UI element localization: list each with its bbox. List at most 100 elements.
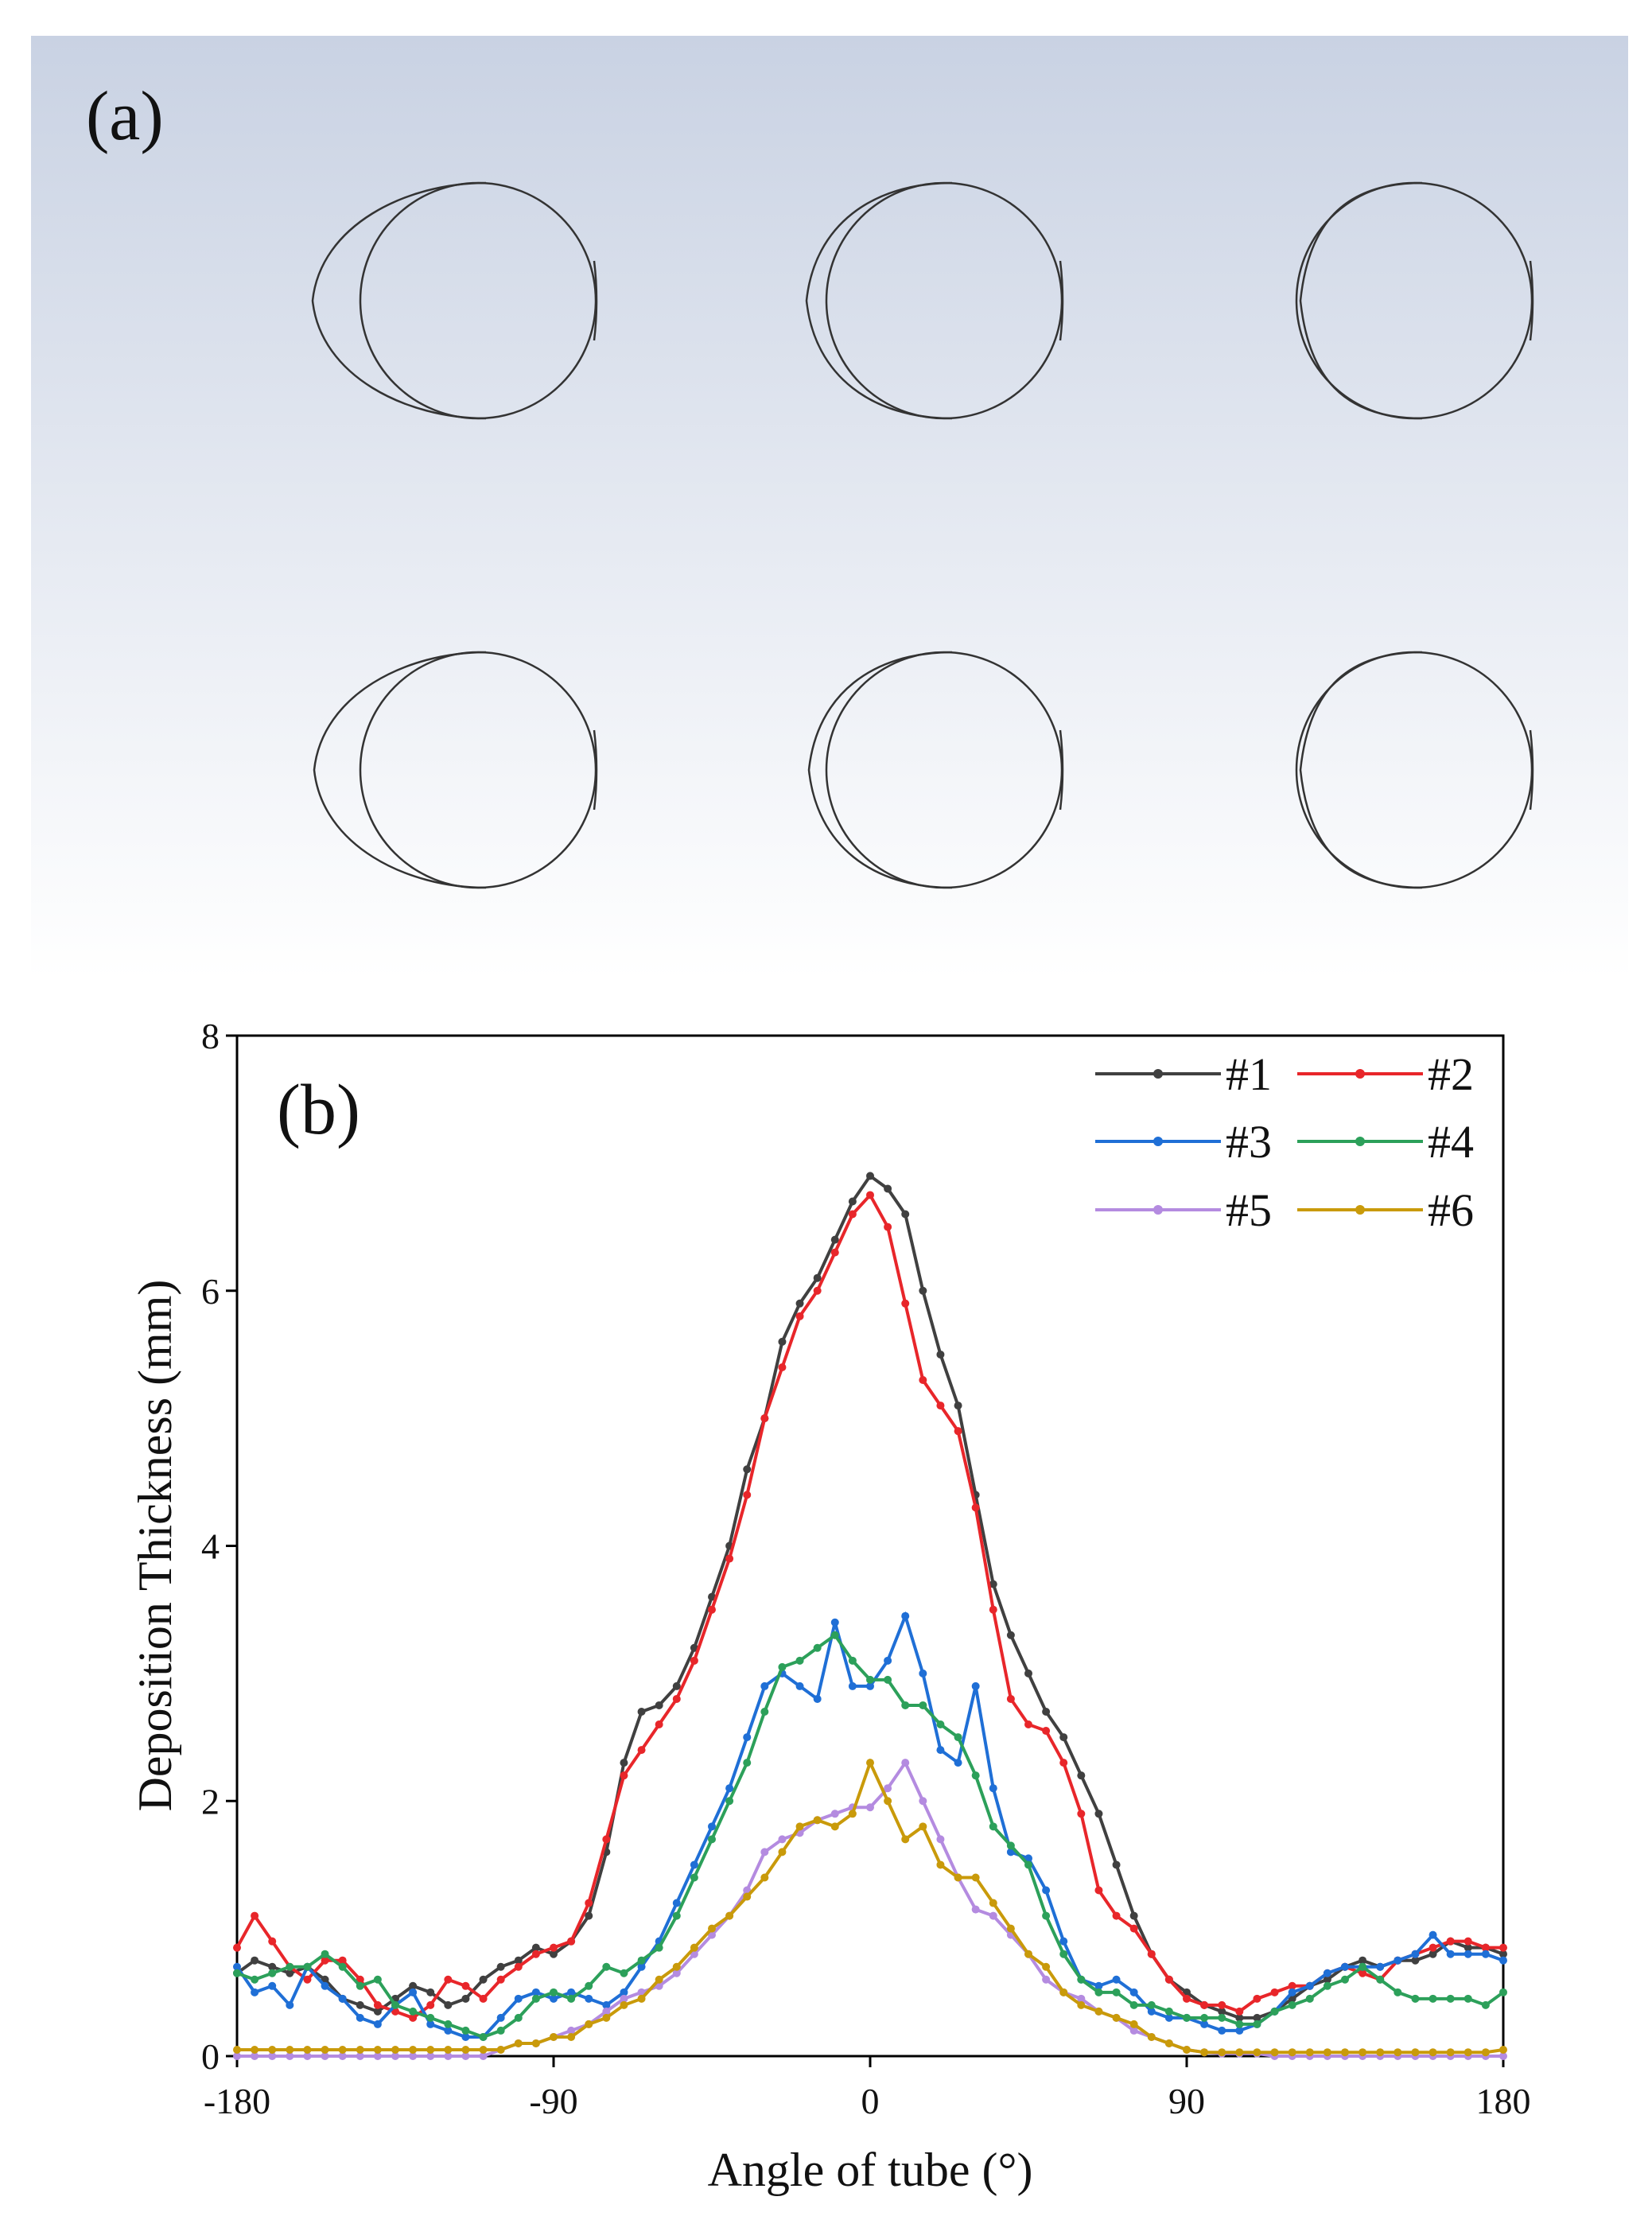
panel-a-background — [31, 36, 1628, 978]
data-point — [251, 1975, 259, 1984]
x-tick-label: -90 — [529, 2081, 577, 2121]
data-point — [1253, 2013, 1261, 2022]
data-point — [1024, 1720, 1032, 1729]
data-point — [936, 1860, 945, 1869]
data-point — [1235, 2048, 1244, 2057]
data-point — [356, 2013, 364, 2022]
x-tick-label: -180 — [204, 2081, 270, 2121]
data-point — [1253, 2048, 1261, 2057]
data-point — [602, 2013, 611, 2022]
data-point — [848, 1810, 857, 1818]
data-point — [1094, 1988, 1103, 1996]
data-point — [303, 2045, 312, 2054]
data-point — [1164, 2039, 1173, 2047]
data-point — [479, 1994, 488, 2003]
data-point — [778, 1835, 787, 1844]
data-point — [830, 1235, 839, 1244]
data-point — [567, 1937, 576, 1946]
data-point — [866, 1803, 874, 1812]
data-point — [1305, 2048, 1314, 2057]
data-point — [884, 1656, 892, 1665]
data-point — [655, 1943, 663, 1952]
data-point — [1428, 1943, 1437, 1952]
data-point — [725, 1911, 734, 1920]
data-point — [936, 1746, 945, 1755]
data-point — [251, 1988, 259, 1996]
data-point — [1499, 1956, 1507, 1965]
data-point — [1499, 1950, 1507, 1958]
data-point — [233, 2052, 241, 2060]
data-point — [919, 1797, 927, 1806]
y-axis-label: Deposition Thickness (mm) — [129, 1280, 181, 1812]
data-point — [1059, 1733, 1068, 1742]
data-point — [672, 1911, 681, 1920]
data-point — [426, 1988, 435, 1996]
data-point — [1288, 2000, 1296, 2009]
data-point — [1446, 1937, 1455, 1946]
data-point — [1323, 2048, 1331, 2057]
data-point — [971, 1905, 980, 1914]
data-point — [620, 1969, 628, 1977]
data-point — [550, 1988, 558, 1996]
data-point — [1253, 2020, 1261, 2028]
data-point — [338, 1994, 347, 2003]
data-point — [866, 1675, 874, 1684]
data-point — [426, 2020, 435, 2028]
data-point — [286, 2052, 294, 2060]
data-point — [637, 1956, 646, 1965]
data-point — [321, 2045, 329, 2054]
legend-label: #1 — [1226, 1048, 1272, 1100]
data-point — [620, 2000, 628, 2009]
data-point — [1218, 2048, 1226, 2057]
data-point — [743, 1491, 752, 1499]
data-point — [1463, 1943, 1472, 1952]
data-point — [1218, 2013, 1226, 2022]
data-point — [444, 1975, 453, 1984]
data-point — [1270, 1988, 1279, 1996]
data-point — [461, 1994, 470, 2003]
data-point — [550, 1950, 558, 1958]
data-point — [1218, 2026, 1226, 2035]
deposit-outline — [1299, 651, 1534, 889]
data-point — [321, 1981, 329, 1990]
data-point — [690, 1860, 698, 1869]
data-point — [1147, 2032, 1156, 2041]
data-point — [1042, 1707, 1051, 1716]
legend-marker — [1153, 1137, 1163, 1146]
data-point — [919, 1822, 927, 1831]
data-point — [338, 2052, 347, 2060]
data-point — [1481, 2000, 1490, 2009]
data-point — [830, 1618, 839, 1627]
deposit-outline — [807, 651, 1064, 889]
data-point — [1463, 1950, 1472, 1958]
data-point — [690, 1873, 698, 1882]
tubes — [311, 181, 1534, 889]
data-point — [954, 1427, 962, 1436]
data-point — [373, 1975, 382, 1984]
data-point — [901, 1701, 910, 1709]
data-point — [760, 1848, 769, 1856]
data-point — [919, 1286, 927, 1295]
data-point — [954, 1759, 962, 1767]
data-point — [1411, 1956, 1420, 1965]
data-point — [1428, 1930, 1437, 1939]
deposit-outline — [313, 651, 598, 889]
data-point — [1481, 1943, 1490, 1952]
data-point — [1218, 2007, 1226, 2016]
y-tick-label: 0 — [201, 2036, 220, 2077]
data-point — [373, 2007, 382, 2016]
data-point — [479, 2032, 488, 2041]
data-point — [901, 1835, 910, 1844]
data-point — [672, 1969, 681, 1977]
data-point — [1446, 1950, 1455, 1958]
data-point — [1376, 2048, 1385, 2057]
data-point — [1164, 1975, 1173, 1984]
data-point — [1446, 2048, 1455, 2057]
data-point — [1024, 1950, 1032, 1958]
data-point — [1059, 1937, 1068, 1946]
data-point — [531, 1988, 540, 1996]
data-point — [531, 2039, 540, 2047]
data-point — [602, 2000, 611, 2009]
data-point — [268, 1937, 277, 1946]
data-point — [496, 1975, 505, 1984]
